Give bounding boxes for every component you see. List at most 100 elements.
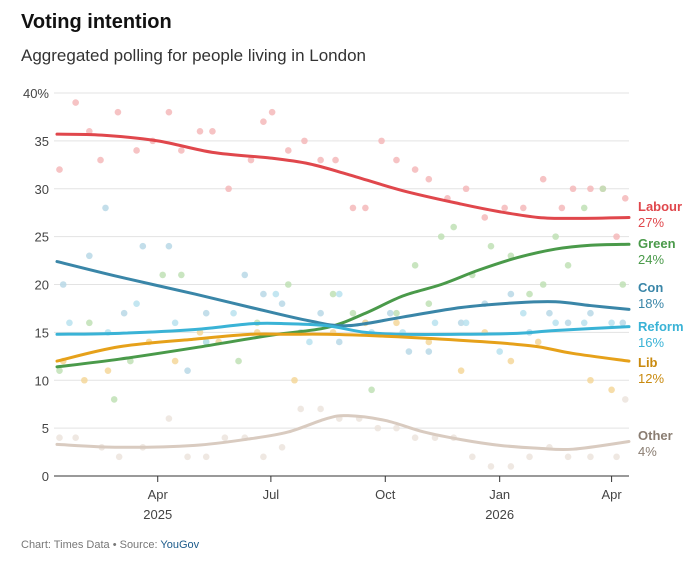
poll-dot-green xyxy=(487,242,495,250)
poll-dot-other xyxy=(526,453,533,461)
poll-dot-labour xyxy=(56,166,63,173)
series-name-label: Labour xyxy=(638,199,682,214)
poll-dot-green xyxy=(284,281,292,288)
series-name-label: Con xyxy=(638,280,663,295)
poll-dot-con xyxy=(120,309,128,317)
poll-dot-labour xyxy=(317,156,324,164)
poll-dot-labour xyxy=(332,156,339,164)
series-line-lib xyxy=(55,332,631,363)
y-tick-label: 10 xyxy=(35,373,49,388)
poll-dot-labour xyxy=(97,156,104,164)
poll-dot-labour xyxy=(165,108,173,116)
poll-dot-other xyxy=(374,424,382,432)
poll-dot-reform xyxy=(171,319,179,327)
poll-dot-labour xyxy=(462,185,470,193)
poll-dot-green xyxy=(329,290,337,298)
poll-dot-lib xyxy=(393,319,400,327)
series-value-label: 24% xyxy=(638,252,664,267)
series-name-label: Reform xyxy=(638,319,684,334)
poll-dot-con xyxy=(587,309,594,317)
poll-dot-green xyxy=(599,185,607,193)
poll-dot-con xyxy=(457,319,465,327)
poll-dot-labour xyxy=(520,204,527,212)
x-tick-year-label: 2025 xyxy=(143,507,172,522)
series-name-label: Lib xyxy=(638,355,658,370)
poll-dot-labour xyxy=(393,156,400,164)
poll-dot-other xyxy=(564,453,572,461)
poll-dot-labour xyxy=(196,128,204,135)
chart-subtitle: Aggregated polling for people living in … xyxy=(21,46,366,65)
poll-dot-labour xyxy=(178,147,185,154)
poll-dot-green xyxy=(425,300,433,307)
poll-dot-green xyxy=(437,233,445,240)
series-name-label: Green xyxy=(638,236,676,251)
poll-dot-con xyxy=(405,348,413,355)
poll-dot-reform xyxy=(608,319,615,327)
poll-dot-green xyxy=(56,367,63,374)
poll-dot-con xyxy=(59,281,67,288)
poll-dot-other xyxy=(115,453,123,461)
poll-dot-reform xyxy=(496,348,503,355)
poll-dot-lib xyxy=(507,357,515,365)
poll-dot-lib xyxy=(534,338,542,346)
poll-dot-other xyxy=(165,415,173,422)
poll-dot-con xyxy=(202,309,210,317)
poll-dot-con xyxy=(165,242,173,250)
poll-dot-lib xyxy=(81,376,88,384)
series-value-label: 16% xyxy=(638,335,664,350)
poll-dot-other xyxy=(56,434,63,442)
poll-dot-lib xyxy=(291,376,298,384)
poll-dot-labour xyxy=(411,166,419,173)
poll-dot-reform xyxy=(431,319,439,327)
source-link[interactable]: YouGov xyxy=(160,539,200,551)
poll-dot-labour xyxy=(558,204,566,212)
poll-dot-green xyxy=(564,262,572,269)
poll-dot-con xyxy=(386,309,394,317)
poll-dot-lib xyxy=(457,367,465,374)
poll-dot-reform xyxy=(552,319,559,327)
series-value-label: 27% xyxy=(638,215,664,230)
y-tick-label: 40% xyxy=(23,86,49,101)
poll-dot-lib xyxy=(608,386,615,394)
poll-dot-labour xyxy=(587,185,594,193)
series-value-label: 4% xyxy=(638,444,657,459)
poll-dot-lib xyxy=(425,338,433,346)
poll-dot-other xyxy=(184,453,191,461)
poll-dot-labour xyxy=(481,214,489,221)
poll-dot-labour xyxy=(613,233,620,240)
poll-dot-labour xyxy=(501,204,508,212)
poll-dot-labour xyxy=(268,108,276,116)
poll-dot-con xyxy=(564,319,572,327)
poll-dot-con xyxy=(546,309,553,317)
x-tick-label: Jul xyxy=(263,487,280,502)
poll-dot-green xyxy=(178,271,185,279)
poll-dot-other xyxy=(72,434,79,442)
poll-dot-con xyxy=(425,348,433,355)
y-tick-label: 30 xyxy=(35,182,49,197)
poll-dot-labour xyxy=(209,128,216,135)
series-value-label: 18% xyxy=(638,296,664,311)
series-line-labour xyxy=(55,132,631,220)
poll-dot-labour xyxy=(301,137,308,145)
poll-dot-reform xyxy=(335,290,343,298)
y-tick-label: 20 xyxy=(35,278,49,293)
x-tick-label: Apr xyxy=(601,487,622,502)
poll-dot-con xyxy=(102,204,109,212)
poll-dot-labour xyxy=(225,185,232,193)
poll-dot-lib xyxy=(104,367,112,374)
poll-dot-green xyxy=(450,223,457,231)
poll-dot-reform xyxy=(272,290,280,298)
poll-dot-reform xyxy=(462,319,470,327)
poll-dot-green xyxy=(86,319,93,327)
poll-dot-labour xyxy=(425,175,433,183)
poll-dot-labour xyxy=(133,147,140,154)
poll-dot-other xyxy=(613,453,620,461)
poll-dot-lib xyxy=(171,357,179,365)
poll-dot-green xyxy=(411,262,419,269)
poll-dot-other xyxy=(202,453,210,461)
poll-dot-con xyxy=(278,300,286,307)
poll-dot-other xyxy=(621,396,629,403)
poll-dot-green xyxy=(349,309,357,317)
poll-dot-other xyxy=(260,453,267,461)
